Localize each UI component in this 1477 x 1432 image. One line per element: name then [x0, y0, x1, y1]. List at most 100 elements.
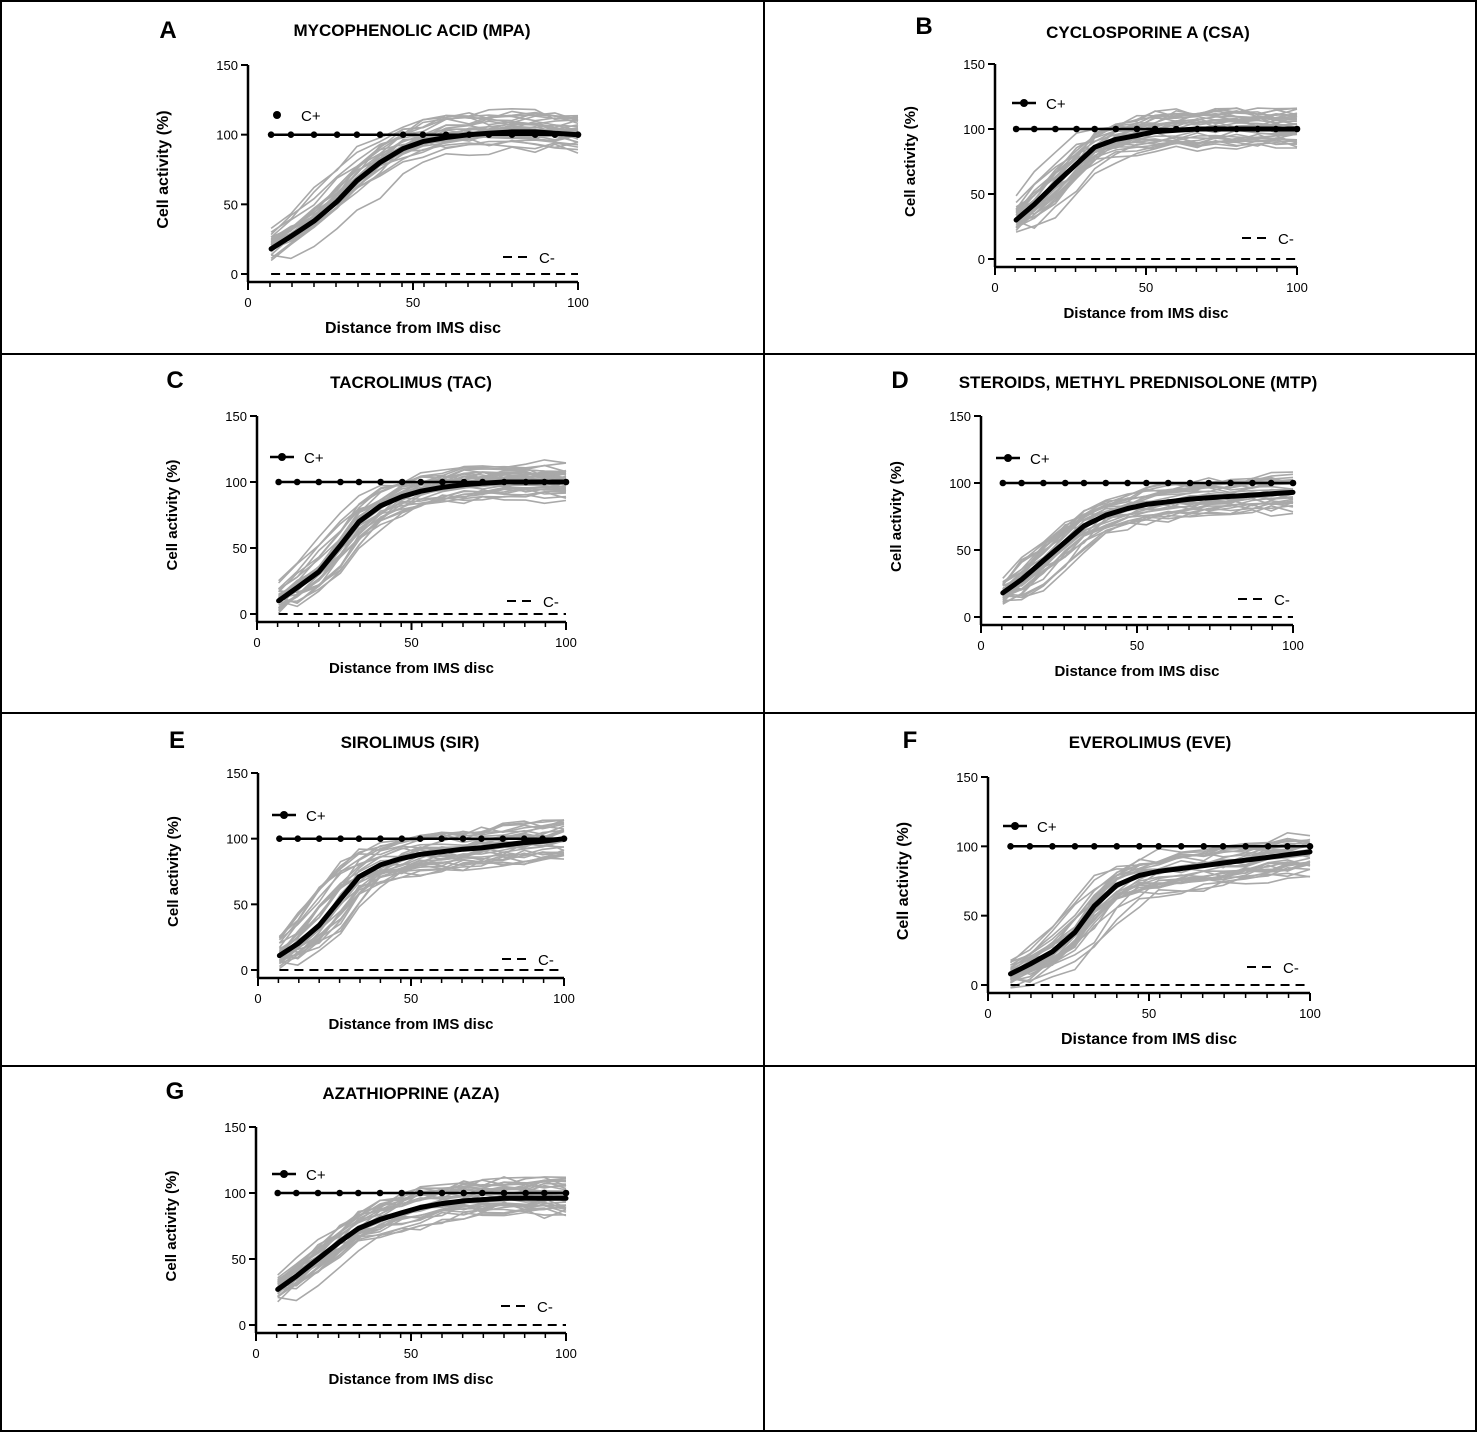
panel-f: F EVEROLIMUS (EVE) 0 50 100 150 0 50 100 Distance…	[895, 727, 1321, 1048]
positive-control-point	[336, 1189, 344, 1197]
positive-control-point	[1177, 843, 1185, 850]
positive-control-point	[500, 1189, 508, 1197]
mean-curve	[276, 836, 567, 959]
positive-control-point	[399, 131, 407, 138]
panel-g: G AZATHIOPRINE (AZA) 0 50 100 150 0 50 100 Distan…	[163, 1078, 577, 1388]
y-tick-label: 150	[225, 409, 247, 424]
positive-control-point	[376, 131, 384, 138]
panel-letter: B	[915, 13, 932, 40]
positive-control-point	[1186, 479, 1194, 487]
chart-title: EVEROLIMUS (EVE)	[1069, 733, 1231, 752]
positive-control-point	[1249, 479, 1256, 487]
individual-curve	[1015, 140, 1298, 231]
positive-control-point	[1052, 125, 1059, 133]
x-axis-label: Distance from IMS disc	[1063, 305, 1228, 322]
positive-control-point	[1030, 125, 1038, 133]
panel-letter: D	[891, 367, 908, 394]
legend-positive-label: C+	[301, 108, 321, 125]
positive-control-point	[1091, 125, 1098, 133]
x-tick-label: 0	[244, 295, 251, 310]
positive-control-point	[294, 835, 302, 842]
y-tick-label: 100	[956, 839, 978, 854]
y-tick-label: 50	[232, 1252, 246, 1267]
positive-control-point	[499, 835, 507, 842]
positive-control-point	[353, 131, 361, 138]
positive-control-point	[398, 478, 406, 486]
panel-letter: F	[903, 727, 918, 754]
y-tick-label: 50	[971, 187, 985, 202]
positive-control-point	[1242, 843, 1249, 850]
positive-control-point	[1061, 479, 1069, 487]
legend-negative-label: C-	[1278, 231, 1294, 248]
individual-curve	[1002, 505, 1294, 605]
panel-e: E SIROLIMUS (SIR) 0 50 100 150 0 50 100 Distance …	[165, 727, 575, 1033]
chart-title: STEROIDS, METHYL PREDNISOLONE (MTP)	[959, 373, 1318, 392]
positive-control-point	[1124, 479, 1131, 487]
positive-control-point	[478, 835, 485, 842]
legend-negative-label: C-	[1283, 960, 1299, 977]
positive-control-point	[377, 835, 384, 842]
individual-curve	[1015, 107, 1298, 208]
y-tick-label: 50	[224, 197, 238, 212]
individual-curve	[1010, 861, 1311, 984]
chart-title: MYCOPHENOLIC ACID (MPA)	[293, 21, 530, 40]
x-tick-label: 50	[1142, 1006, 1156, 1021]
legend-positive-marker	[1011, 822, 1019, 830]
panel-d: D STEROIDS, METHYL PREDNISOLONE (MTP) 0 50 1…	[888, 367, 1317, 680]
individual-curve	[270, 127, 579, 253]
y-axis-label: Cell activity (%)	[164, 460, 181, 571]
positive-control-point	[1289, 479, 1297, 487]
y-tick-label: 0	[239, 1318, 246, 1333]
legend-negative-label: C-	[538, 952, 554, 969]
individual-curve	[277, 1207, 567, 1302]
positive-control-point	[1112, 125, 1120, 133]
panel-a: A MYCOPHENOLIC ACID (MPA) 0 50 100 150 0 50 100 D…	[155, 17, 589, 337]
panel-c: C TACROLIMUS (TAC) 0 50 100 150 0 50 100 Distance…	[164, 367, 577, 677]
legend-positive-marker	[273, 111, 281, 119]
individual-curve	[270, 114, 579, 230]
positive-control-point	[438, 835, 445, 842]
individual-curve	[277, 1183, 567, 1285]
positive-control-point	[355, 835, 363, 842]
chart-title: CYCLOSPORINE A (CSA)	[1046, 23, 1250, 42]
positive-control-point	[1049, 843, 1056, 850]
y-tick-label: 100	[226, 832, 248, 847]
legend-positive-label: C+	[1037, 819, 1057, 836]
positive-control-point	[377, 478, 384, 486]
individual-curve	[1002, 502, 1294, 599]
individual-curve	[1010, 872, 1311, 989]
individual-curve	[1015, 136, 1298, 228]
individual-curve	[1010, 859, 1311, 981]
y-tick-label: 50	[233, 541, 247, 556]
individual-curve	[278, 493, 567, 609]
positive-control-point	[419, 131, 427, 138]
y-axis-label: Cell activity (%)	[165, 816, 182, 927]
positive-control-point	[355, 478, 363, 486]
positive-control-point	[1205, 479, 1213, 487]
positive-control-point	[1007, 843, 1014, 850]
x-axis-label: Distance from IMS disc	[325, 320, 501, 337]
individual-curve	[1002, 504, 1294, 603]
positive-control-point	[355, 1189, 362, 1197]
chart-title: SIROLIMUS (SIR)	[341, 733, 480, 752]
legend-negative-label: C-	[543, 594, 559, 611]
legend-negative-label: C-	[539, 250, 555, 267]
x-tick-label: 50	[406, 295, 420, 310]
legend-positive-marker	[1004, 454, 1012, 462]
individual-curve	[279, 840, 565, 960]
x-tick-label: 50	[404, 635, 418, 650]
positive-control-point	[438, 1189, 446, 1197]
individual-curve	[1015, 109, 1298, 197]
individual-curve	[1010, 860, 1311, 976]
y-axis-label: Cell activity (%)	[163, 1171, 180, 1282]
positive-control-point	[1073, 125, 1080, 133]
chart-title: TACROLIMUS (TAC)	[330, 373, 492, 392]
positive-control-point	[417, 1189, 424, 1197]
individual-curve	[270, 111, 579, 243]
individual-curve	[1010, 875, 1311, 982]
positive-control-point	[1102, 479, 1110, 487]
positive-control-point	[541, 1189, 548, 1197]
mean-curve	[1013, 126, 1300, 223]
positive-control-point	[522, 1189, 529, 1197]
panel-b: B CYCLOSPORINE A (CSA) 0 50 100 150 0 50 100 Dist…	[902, 13, 1308, 322]
